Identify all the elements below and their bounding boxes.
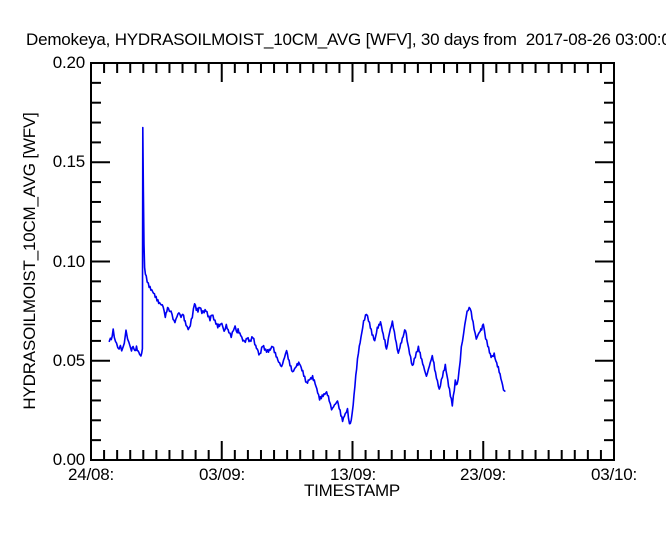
x-tick-label: 03/09: bbox=[198, 465, 246, 484]
x-tick-label: 24/08: bbox=[67, 465, 115, 484]
x-tick-label: 03/10: bbox=[590, 465, 638, 484]
chart-title: Demokeya, HYDRASOILMOIST_10CM_AVG [WFV],… bbox=[26, 30, 666, 49]
plot-frame bbox=[90, 62, 615, 461]
y-tick-label: 0.05 bbox=[52, 351, 85, 370]
x-tick-label: 13/09: bbox=[329, 465, 377, 484]
y-tick-label: 0.10 bbox=[52, 252, 85, 271]
data-series-line bbox=[108, 126, 506, 425]
x-tick-label: 23/09: bbox=[459, 465, 507, 484]
y-tick-label: 0.15 bbox=[52, 152, 85, 171]
x-axis-label: TIMESTAMP bbox=[303, 481, 401, 500]
y-tick-label: 0.00 bbox=[52, 450, 85, 469]
y-tick-label: 0.20 bbox=[52, 53, 85, 72]
